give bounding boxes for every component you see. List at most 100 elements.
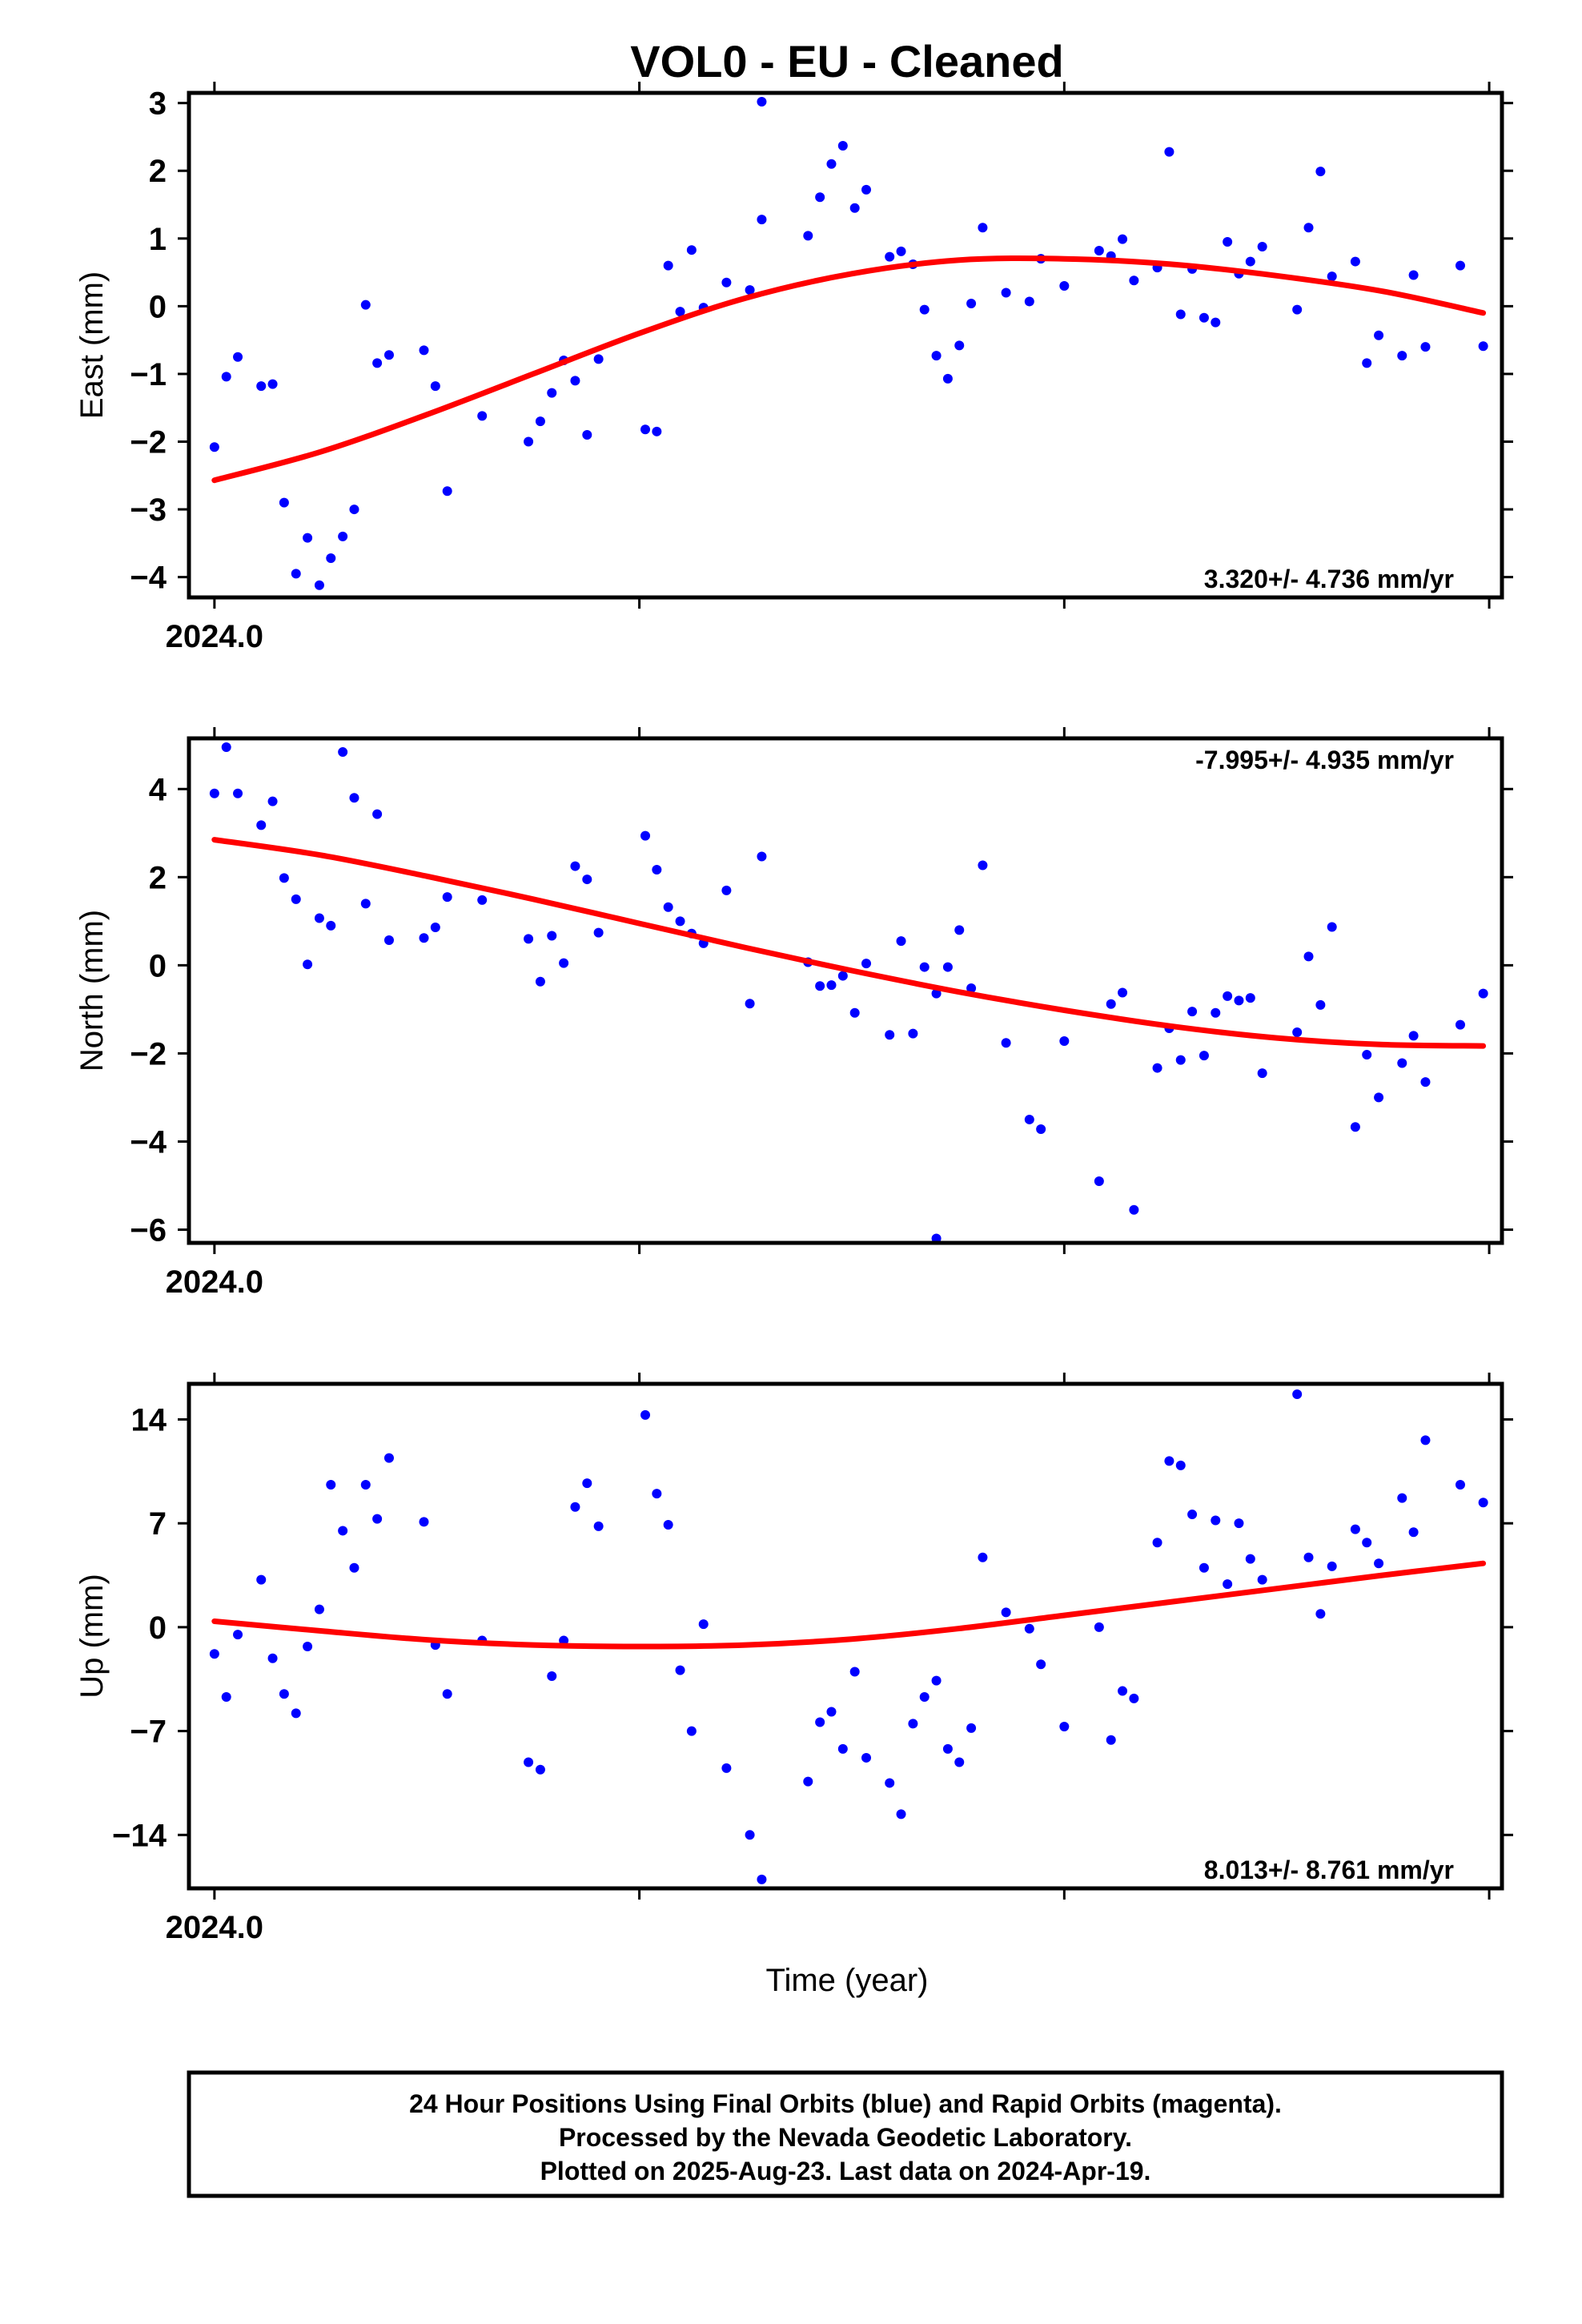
east-ytick-label: 1 <box>149 222 167 257</box>
up-ytick-label: 0 <box>149 1610 167 1646</box>
north-data-point <box>326 920 336 931</box>
up-data-point <box>535 1764 545 1775</box>
up-data-point <box>640 1409 651 1420</box>
north-ytick-label: 0 <box>149 948 167 983</box>
east-data-point <box>430 381 440 392</box>
east-data-point <box>663 260 673 271</box>
up-data-point <box>885 1778 895 1788</box>
north-data-point <box>209 788 219 798</box>
east-data-point <box>1118 234 1128 244</box>
up-data-point <box>547 1671 557 1682</box>
up-data-point <box>757 1874 767 1884</box>
north-data-point <box>861 959 872 969</box>
north-data-point <box>430 923 440 933</box>
up-data-point <box>698 1619 709 1630</box>
north-data-point <box>221 742 231 753</box>
north-data-point <box>1374 1092 1384 1103</box>
east-ytick-label: 0 <box>149 289 167 324</box>
up-data-point <box>209 1649 219 1659</box>
east-data-point <box>640 424 651 435</box>
north-data-point <box>1024 1114 1034 1124</box>
north-ytick-label: −4 <box>130 1124 167 1160</box>
up-data-point <box>1059 1722 1070 1732</box>
up-data-point <box>303 1641 313 1651</box>
east-data-point <box>524 436 534 447</box>
north-data-point <box>652 864 662 875</box>
north-panel: 4 2 0 −2 −4 −6 2024.0 North (mm) -7.995+/- 4.935… <box>74 727 1513 1300</box>
north-data-point <box>1059 1036 1070 1046</box>
up-data-point <box>1036 1659 1046 1670</box>
east-data-point <box>267 379 278 389</box>
north-data-point <box>349 793 359 803</box>
up-data-point <box>593 1521 604 1531</box>
up-data-point <box>1152 1538 1162 1548</box>
east-data-point <box>1362 358 1372 368</box>
up-data-point <box>1455 1480 1465 1490</box>
north-data-point <box>582 875 592 885</box>
east-ytick-label: −1 <box>130 357 167 392</box>
up-data-point <box>675 1665 685 1675</box>
north-data-point <box>721 885 732 895</box>
north-data-point <box>291 894 301 904</box>
up-data-point <box>1478 1498 1488 1508</box>
up-data-point <box>837 1743 848 1754</box>
up-data-point <box>908 1719 918 1729</box>
east-data-point <box>1408 270 1419 280</box>
east-ytick-label: −2 <box>130 425 167 460</box>
north-ytick-label: 4 <box>149 772 167 807</box>
up-data-point <box>1118 1686 1128 1696</box>
east-data-point <box>593 354 604 364</box>
east-data-point <box>477 411 488 421</box>
north-data-point <box>757 851 767 862</box>
east-data-point <box>291 569 301 579</box>
east-ytick-label: 2 <box>149 154 167 189</box>
up-data-point <box>1292 1389 1303 1399</box>
east-data-point <box>209 442 219 452</box>
east-data-point <box>931 351 942 361</box>
up-data-point <box>1362 1538 1372 1548</box>
up-data-point <box>291 1708 301 1719</box>
east-panel: 3 2 1 0 −1 −2 −3 −4 2024.0 East (mm) 3.320+/- 4.73… <box>74 82 1513 654</box>
east-data-point <box>1327 271 1337 282</box>
north-y-axis-label: North (mm) <box>74 910 110 1072</box>
north-ytick-label: −2 <box>130 1036 167 1072</box>
up-data-point <box>349 1562 359 1573</box>
east-data-point <box>383 350 394 360</box>
up-ytick-label: 14 <box>131 1402 167 1437</box>
north-data-point <box>279 873 289 883</box>
east-data-point <box>885 251 895 262</box>
east-data-point <box>837 140 848 151</box>
north-data-point <box>837 971 848 981</box>
north-data-point <box>1187 1007 1198 1017</box>
up-data-point <box>1129 1693 1139 1703</box>
east-data-point <box>338 531 348 541</box>
caption-line-2: Processed by the Nevada Geodetic Laborat… <box>559 2123 1132 2152</box>
up-data-point <box>861 1752 872 1763</box>
east-data-point <box>966 298 977 308</box>
up-data-point <box>1106 1735 1116 1745</box>
up-data-point <box>1257 1574 1267 1585</box>
east-data-point <box>1420 342 1431 352</box>
east-data-point <box>1315 167 1326 177</box>
east-data-point <box>757 215 767 225</box>
up-data-point <box>1024 1623 1034 1634</box>
north-data-point <box>908 1028 918 1039</box>
north-data-point <box>442 892 452 903</box>
north-data-point <box>919 962 930 972</box>
north-data-point <box>815 981 825 991</box>
east-data-point <box>1164 147 1174 157</box>
north-data-point <box>1303 951 1314 962</box>
east-data-point <box>942 373 953 384</box>
east-data-point <box>919 304 930 315</box>
up-data-point <box>1408 1527 1419 1538</box>
east-rate-label: 3.320+/- 4.736 mm/yr <box>1204 565 1454 593</box>
up-data-point <box>338 1526 348 1536</box>
up-data-point <box>1211 1515 1221 1526</box>
up-data-point <box>815 1717 825 1727</box>
up-data-point <box>663 1520 673 1530</box>
up-data-point <box>1094 1622 1104 1632</box>
up-data-point <box>524 1757 534 1767</box>
north-data-point <box>1234 995 1244 1006</box>
east-data-point <box>803 231 813 241</box>
up-data-point <box>383 1453 394 1463</box>
